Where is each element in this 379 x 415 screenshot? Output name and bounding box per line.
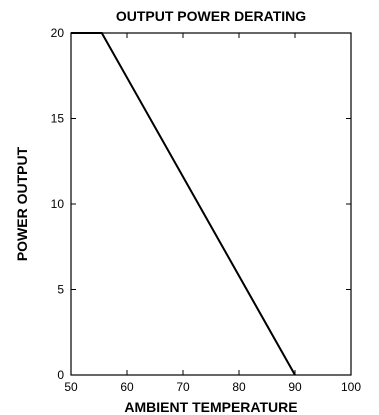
y-tick-label-10: 10: [51, 197, 65, 211]
y-tick-label-20: 20: [51, 26, 65, 40]
chart-title: OUTPUT POWER DERATING: [116, 8, 306, 24]
y-tick-label-0: 0: [57, 368, 64, 382]
x-tick-label-60: 60: [120, 380, 134, 394]
x-axis-title: AMBIENT TEMPERATURE: [124, 399, 297, 415]
x-tick-label-90: 90: [288, 380, 302, 394]
x-tick-label-70: 70: [176, 380, 190, 394]
y-tick-label-15: 15: [51, 112, 65, 126]
plot-frame: [70, 32, 352, 376]
y-tick-label-5: 5: [57, 283, 64, 297]
x-axis-tick-labels: 50 60 70 80 90 100: [64, 380, 361, 394]
derating-curve-line-0: [71, 32, 296, 376]
x-axis-ticks: [70, 33, 352, 375]
y-axis-title: POWER OUTPUT: [14, 146, 30, 261]
y-axis-tick-labels: 0 5 10 15 20: [51, 26, 65, 382]
x-tick-label-80: 80: [232, 380, 246, 394]
x-tick-label-50: 50: [64, 380, 78, 394]
x-tick-label-100: 100: [341, 380, 361, 394]
y-axis-ticks: [71, 32, 351, 376]
series-layer: [71, 32, 296, 376]
